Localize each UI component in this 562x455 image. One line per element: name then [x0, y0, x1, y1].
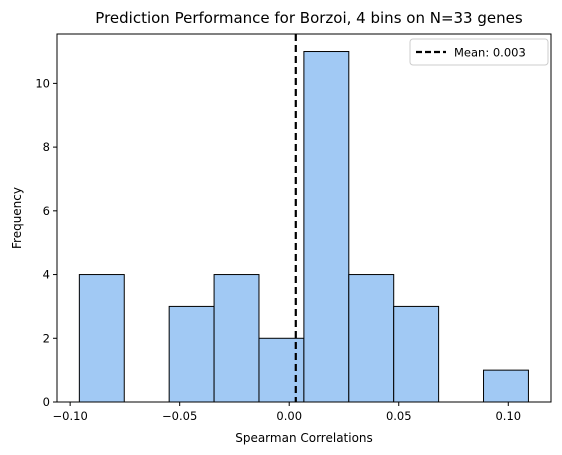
y-tick-label: 4 [43, 268, 50, 282]
y-tick-label: 0 [43, 395, 50, 409]
histogram-bar [168, 305, 215, 403]
x-tick-label: −0.05 [162, 409, 197, 423]
y-axis-label: Frequency [10, 187, 24, 249]
x-tick-label: 0.00 [276, 409, 302, 423]
legend-box [409, 38, 549, 66]
legend: Mean: 0.003 [409, 38, 549, 66]
y-tick-label: 6 [43, 204, 50, 218]
ticks-group: −0.10 −0.05 0.00 0.05 0.10 0 2 4 6 8 10 [35, 76, 521, 423]
histogram-bar [78, 274, 125, 403]
axes-group [56, 33, 552, 403]
histogram-bar [303, 51, 350, 403]
x-tick-label: 0.10 [495, 409, 521, 423]
x-tick-label: 0.05 [386, 409, 412, 423]
histogram-bar [393, 305, 440, 403]
x-tick-label: −0.10 [53, 409, 88, 423]
histogram-bar [213, 274, 260, 403]
chart-title: Prediction Performance for Borzoi, 4 bin… [95, 9, 523, 27]
histogram-bar [483, 369, 529, 403]
x-axis-label: Spearman Correlations [235, 431, 373, 445]
legend-mean-label: Mean: 0.003 [454, 46, 526, 60]
histogram-bar [348, 274, 395, 403]
y-tick-label: 8 [43, 140, 50, 154]
y-tick-label: 2 [43, 331, 50, 345]
plot-frame [56, 33, 552, 403]
y-tick-label: 10 [35, 76, 50, 90]
histogram-bar [258, 337, 305, 403]
bars-group [78, 51, 529, 403]
